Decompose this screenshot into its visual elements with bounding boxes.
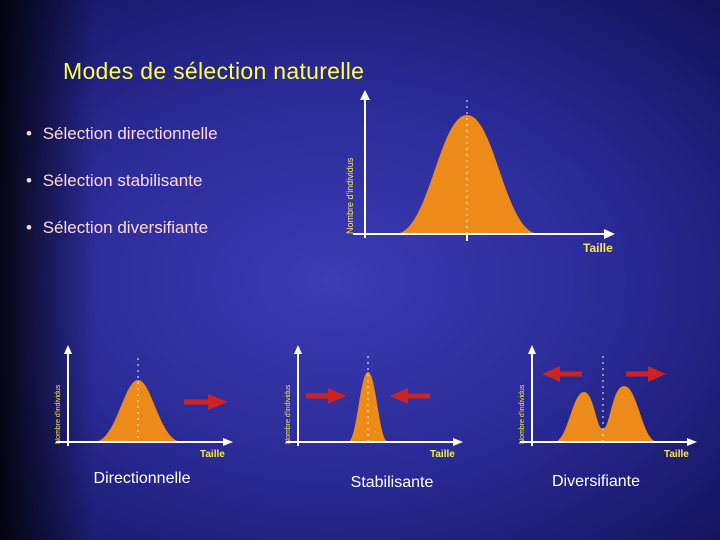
- inward-left-arrow-head-icon: [328, 388, 346, 404]
- directionnelle-svg: Nombre d'individus Taille: [55, 345, 233, 460]
- bell-curve: [395, 115, 539, 234]
- bimodal-curve: [554, 386, 658, 442]
- bullet-item-diversifiante: Sélection diversifiante: [26, 218, 218, 238]
- x-axis-label: Taille: [664, 449, 689, 460]
- y-axis-arrow-icon: [294, 345, 302, 354]
- narrow-bell-curve: [348, 372, 388, 442]
- slide-title: Modes de sélection naturelle: [63, 58, 365, 84]
- main-distribution-chart: Nombre d'individus Taille: [333, 88, 623, 268]
- x-axis-arrow-icon: [604, 229, 615, 239]
- x-axis-label: Taille: [200, 449, 225, 460]
- y-axis-label: Nombre d'individus: [55, 384, 62, 444]
- stabilisante-chart: Nombre d'individus Taille: [272, 344, 472, 469]
- inward-right-arrow-head-icon: [390, 388, 408, 404]
- stabilisante-svg: Nombre d'individus Taille: [285, 345, 463, 460]
- x-axis-arrow-icon: [223, 438, 233, 446]
- x-axis-label: Taille: [583, 241, 613, 255]
- x-axis-arrow-icon: [687, 438, 697, 446]
- y-axis-arrow-icon: [360, 90, 370, 100]
- caption-stabilisante: Stabilisante: [350, 474, 434, 491]
- x-axis-arrow-icon: [453, 438, 463, 446]
- diversifiante-chart: Nombre d'individus Taille: [506, 344, 706, 469]
- bullet-item-directionnelle: Sélection directionnelle: [26, 124, 218, 144]
- outward-left-arrow-head-icon: [542, 366, 560, 382]
- caption-diversifiante: Diversifiante: [551, 473, 641, 490]
- y-axis-arrow-icon: [528, 345, 536, 354]
- bullet-list: Sélection directionnelle Sélection stabi…: [26, 124, 218, 265]
- outward-right-arrow-head-icon: [648, 366, 666, 382]
- directionnelle-chart: Nombre d'individus Taille: [42, 344, 242, 469]
- right-shift-arrow-head-icon: [208, 394, 228, 410]
- bell-curve: [94, 380, 182, 442]
- y-axis-label: Nombre d'individus: [285, 384, 292, 444]
- y-axis-label: Nombre d'individus: [345, 157, 355, 234]
- caption-directionnelle: Directionnelle: [93, 470, 191, 487]
- diversifiante-svg: Nombre d'individus Taille: [519, 345, 697, 460]
- y-axis-label: Nombre d'individus: [519, 384, 526, 444]
- bullet-item-stabilisante: Sélection stabilisante: [26, 171, 218, 191]
- x-axis-label: Taille: [430, 449, 455, 460]
- y-axis-arrow-icon: [64, 345, 72, 354]
- main-distribution-svg: Nombre d'individus Taille: [345, 90, 615, 255]
